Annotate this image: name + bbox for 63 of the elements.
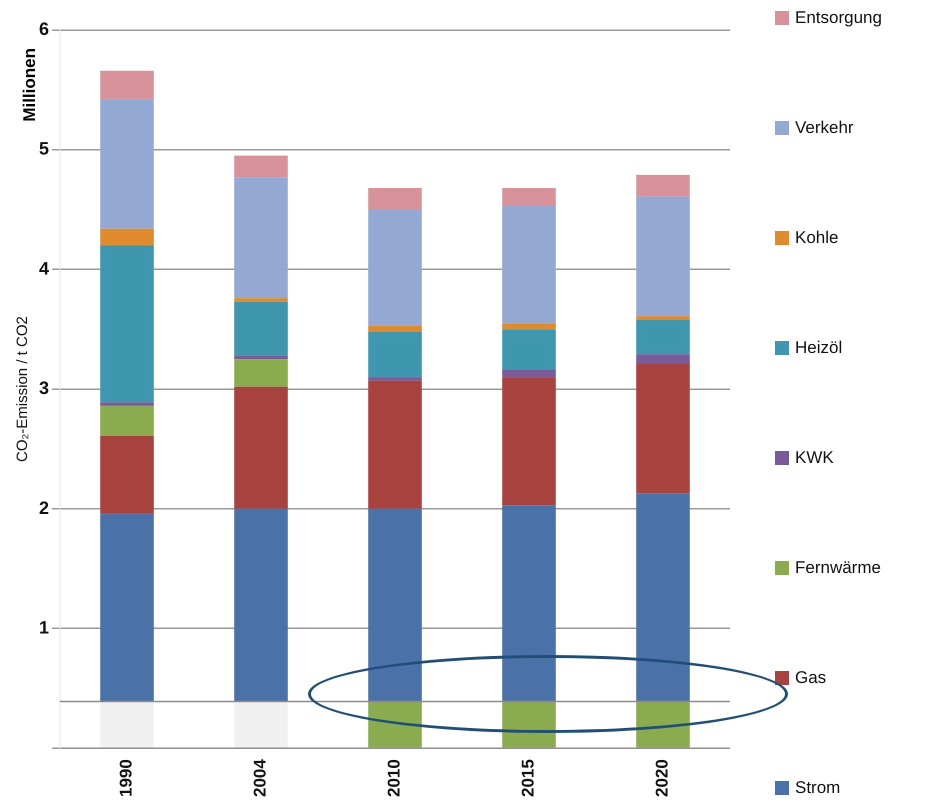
bar (368, 210, 422, 326)
bar (234, 156, 288, 178)
bar (234, 702, 288, 748)
x-tick-label: 2004 (250, 758, 270, 798)
y-axis-title: CO₂-Emission / t CO2 (14, 316, 32, 462)
bar (502, 370, 556, 378)
bar (636, 316, 690, 320)
bar (502, 702, 556, 748)
bar (100, 70, 154, 100)
bar (368, 377, 422, 381)
bar (100, 406, 154, 436)
y-tick-label: 5 (38, 138, 50, 159)
bar (100, 402, 154, 406)
bar (636, 174, 690, 196)
bar (368, 380, 422, 509)
bar (368, 188, 422, 210)
bar (234, 356, 288, 360)
legend-label: Gas (795, 668, 826, 688)
x-tick-label: 1990 (116, 759, 136, 798)
legend-label: Strom (795, 778, 840, 798)
bar (502, 188, 556, 206)
y-tick-label: 1 (38, 617, 50, 638)
bar (502, 206, 556, 324)
bar (502, 377, 556, 506)
bar (234, 359, 288, 387)
bar (636, 320, 690, 354)
bar (368, 332, 422, 378)
bar (234, 298, 288, 302)
bar (368, 508, 422, 702)
bar (368, 326, 422, 332)
x-tick-label: 2020 (652, 759, 672, 798)
y-tick-label: 2 (38, 498, 50, 518)
bar (502, 505, 556, 702)
legend-label: Entsorgung (795, 8, 882, 28)
bar (636, 702, 690, 748)
bar (100, 702, 154, 748)
y-tick-label: 3 (38, 378, 50, 398)
y-tick-label: 6 (38, 18, 50, 39)
bar (502, 323, 556, 330)
legend-label: Fernwärme (795, 558, 881, 578)
bar (636, 196, 690, 316)
x-tick-label: 2010 (384, 759, 404, 798)
y-tick-label: 4 (38, 258, 50, 278)
bar (100, 99, 154, 229)
bar (234, 508, 288, 702)
bar (234, 177, 288, 298)
legend-label: KWK (795, 448, 834, 468)
legend-label: Verkehr (795, 118, 854, 138)
bar (502, 329, 556, 370)
bar (368, 702, 422, 748)
text: Millionen (20, 48, 39, 122)
bar (100, 436, 154, 514)
bar (100, 514, 154, 702)
bar (100, 245, 154, 402)
bar (636, 364, 690, 494)
legend-label: Heizöl (795, 338, 842, 358)
bar (636, 493, 690, 702)
legend-label: Kohle (795, 228, 838, 248)
bar (234, 302, 288, 356)
bar (636, 354, 690, 364)
x-tick-label: 2015 (518, 759, 538, 798)
bar (100, 228, 154, 246)
bar (234, 386, 288, 509)
